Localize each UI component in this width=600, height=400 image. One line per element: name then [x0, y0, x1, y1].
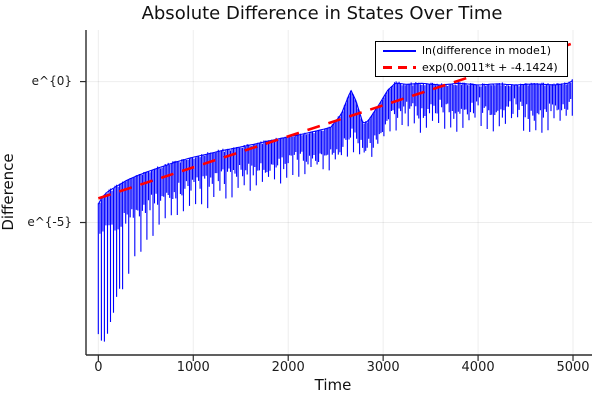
x-tick-label: 2000 [271, 360, 305, 375]
legend-label: ln(difference in mode1) [422, 44, 552, 58]
legend-label: exp(0.0011*t + -4.1424) [422, 60, 558, 74]
x-tick-label: 4000 [461, 360, 495, 375]
legend-entry: exp(0.0011*t + -4.1424) [376, 60, 567, 75]
x-tick-label: 5000 [556, 360, 590, 375]
series-exp-fit [97, 42, 574, 200]
x-tick-label: 1000 [176, 360, 210, 375]
series-ln-difference [97, 79, 573, 342]
legend-dashed-line-sample [383, 65, 416, 69]
x-tick-label: 0 [94, 360, 103, 375]
chart-title: Absolute Difference in States Over Time [141, 3, 503, 24]
y-axis-label: Difference [0, 153, 17, 231]
x-tick-label: 3000 [366, 360, 400, 375]
x-axis-label: Time [314, 376, 352, 394]
legend-entry: ln(difference in mode1) [376, 43, 567, 58]
legend: ln(difference in mode1) exp(0.0011*t + -4… [375, 41, 568, 77]
y-tick-label: e^{0} [31, 73, 72, 88]
y-tick-label: e^{-5} [27, 214, 72, 229]
legend-solid-line-sample [383, 49, 416, 52]
